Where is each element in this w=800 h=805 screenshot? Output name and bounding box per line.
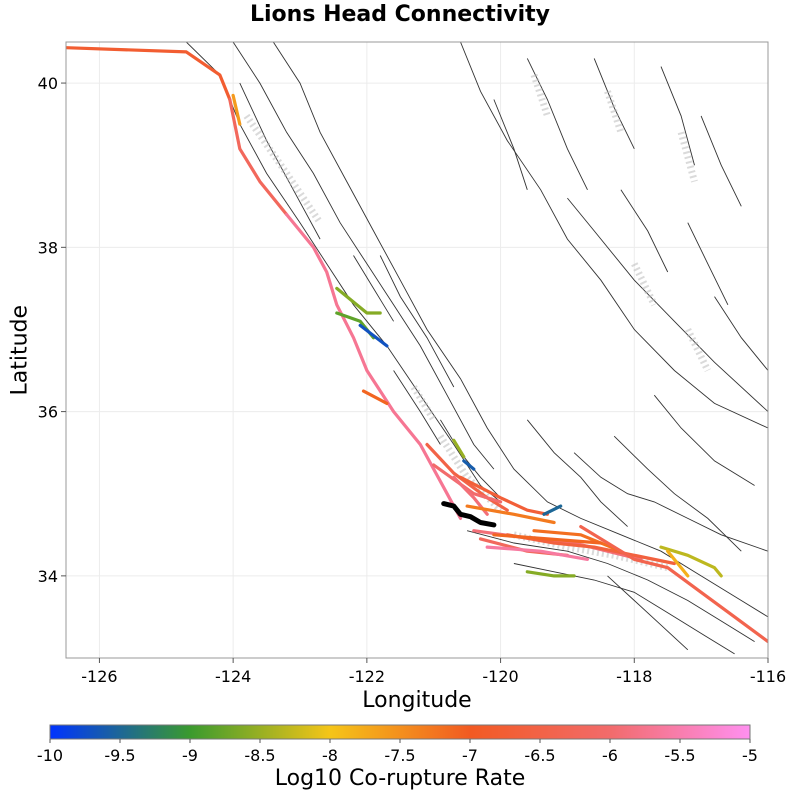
corupture-fault-trace xyxy=(542,504,563,516)
fault-trace xyxy=(714,296,768,371)
x-tick-label: -126 xyxy=(81,667,117,686)
corupture-fault-trace xyxy=(666,549,690,578)
x-tick-label: -120 xyxy=(482,667,518,686)
corupture-fault-trace xyxy=(66,46,232,102)
colorbar-tick-label: -6 xyxy=(602,746,618,765)
x-tick-label: -118 xyxy=(616,667,652,686)
colorbar-tick-label: -7 xyxy=(462,746,478,765)
corupture-fault-trace xyxy=(465,504,556,525)
x-tick-label: -116 xyxy=(750,667,786,686)
colorbar-tick-label: -8 xyxy=(322,746,338,765)
base-fault-traces xyxy=(185,42,768,655)
colorbar-tick-label: -8.5 xyxy=(244,746,275,765)
colorbar-tick-label: -9 xyxy=(182,746,198,765)
fault-trace xyxy=(466,530,755,642)
corupture-fault-trace xyxy=(462,459,476,471)
fault-trace xyxy=(526,419,628,527)
y-tick-label: 36 xyxy=(38,403,58,422)
y-tick-label: 38 xyxy=(38,238,58,257)
x-axis-label: Longitude xyxy=(362,688,472,713)
corupture-fault-trace xyxy=(425,442,509,512)
fault-trace xyxy=(239,82,321,240)
corupture-fault-trace xyxy=(228,97,289,217)
fault-trace xyxy=(593,58,635,149)
fault-trace xyxy=(353,255,394,322)
corupture-fault-trace xyxy=(285,212,463,521)
corupture-fault-trace xyxy=(458,475,550,516)
corupture-fault-trace xyxy=(452,438,466,459)
corupture-fault-trace xyxy=(579,524,768,644)
corupture-fault-trace xyxy=(361,389,389,405)
colorbar-tick-label: -7.5 xyxy=(384,746,415,765)
colored-fault-traces xyxy=(66,46,768,644)
fault-dip-band xyxy=(604,90,625,134)
corupture-fault-trace xyxy=(505,533,677,566)
fault-trace xyxy=(232,42,495,470)
fault-dip-band xyxy=(530,73,551,117)
colorbar xyxy=(49,724,751,740)
colorbar-tick-label: -6.5 xyxy=(524,746,555,765)
fault-dip-band xyxy=(243,113,323,225)
fault-trace xyxy=(653,394,755,486)
axis-ticks: -126 -124 -122 -120 -118 -116 34 36 38 40 xyxy=(38,74,787,686)
x-tick-label: -122 xyxy=(349,667,385,686)
fault-trace xyxy=(607,575,689,651)
fault-trace xyxy=(620,189,669,273)
plot-frame xyxy=(65,41,769,659)
y-tick-label: 34 xyxy=(38,567,58,586)
colorbar-tick-label: -5 xyxy=(742,746,758,765)
colorbar-ticks: -10 -9.5 -9 -8.5 -8 -7.5 -7 -6.5 -6 -5.5 -5 xyxy=(37,739,758,765)
highlighted-fault-layer xyxy=(441,501,497,528)
fault-trace xyxy=(660,66,695,166)
fault-trace xyxy=(573,452,768,552)
colorbar-tick-label: -9.5 xyxy=(104,746,135,765)
corupture-fault-trace xyxy=(659,545,723,578)
fault-trace xyxy=(393,370,441,445)
x-tick-label: -124 xyxy=(215,667,251,686)
colorbar-label: Log10 Co-rupture Rate xyxy=(274,766,526,791)
y-tick-label: 40 xyxy=(38,74,58,93)
corupture-fault-trace xyxy=(492,533,603,545)
corupture-fault-trace xyxy=(231,93,242,126)
corupture-fault-trace xyxy=(335,286,382,315)
plot-area xyxy=(66,42,768,658)
fault-trace xyxy=(526,58,588,190)
fault-trace xyxy=(513,563,735,655)
lions-head-fault-trace xyxy=(441,501,497,528)
corupture-fault-trace xyxy=(532,529,623,553)
fault-dip-band xyxy=(410,385,437,422)
fault-dip-band xyxy=(677,131,698,183)
map-title: Lions Head Connectivity xyxy=(249,2,551,27)
fault-trace xyxy=(687,222,729,305)
colorbar-tick-label: -10 xyxy=(37,746,63,765)
fault-trace xyxy=(613,435,742,552)
fault-trace xyxy=(379,255,455,388)
corupture-fault-trace xyxy=(485,545,590,562)
fault-trace xyxy=(700,115,742,207)
fault-trace xyxy=(493,99,528,190)
corupture-fault-trace xyxy=(358,323,389,348)
corupture-fault-trace xyxy=(432,463,503,504)
fault-trace xyxy=(460,42,768,429)
colorbar-tick-label: -5.5 xyxy=(664,746,695,765)
corupture-fault-trace xyxy=(525,570,576,578)
